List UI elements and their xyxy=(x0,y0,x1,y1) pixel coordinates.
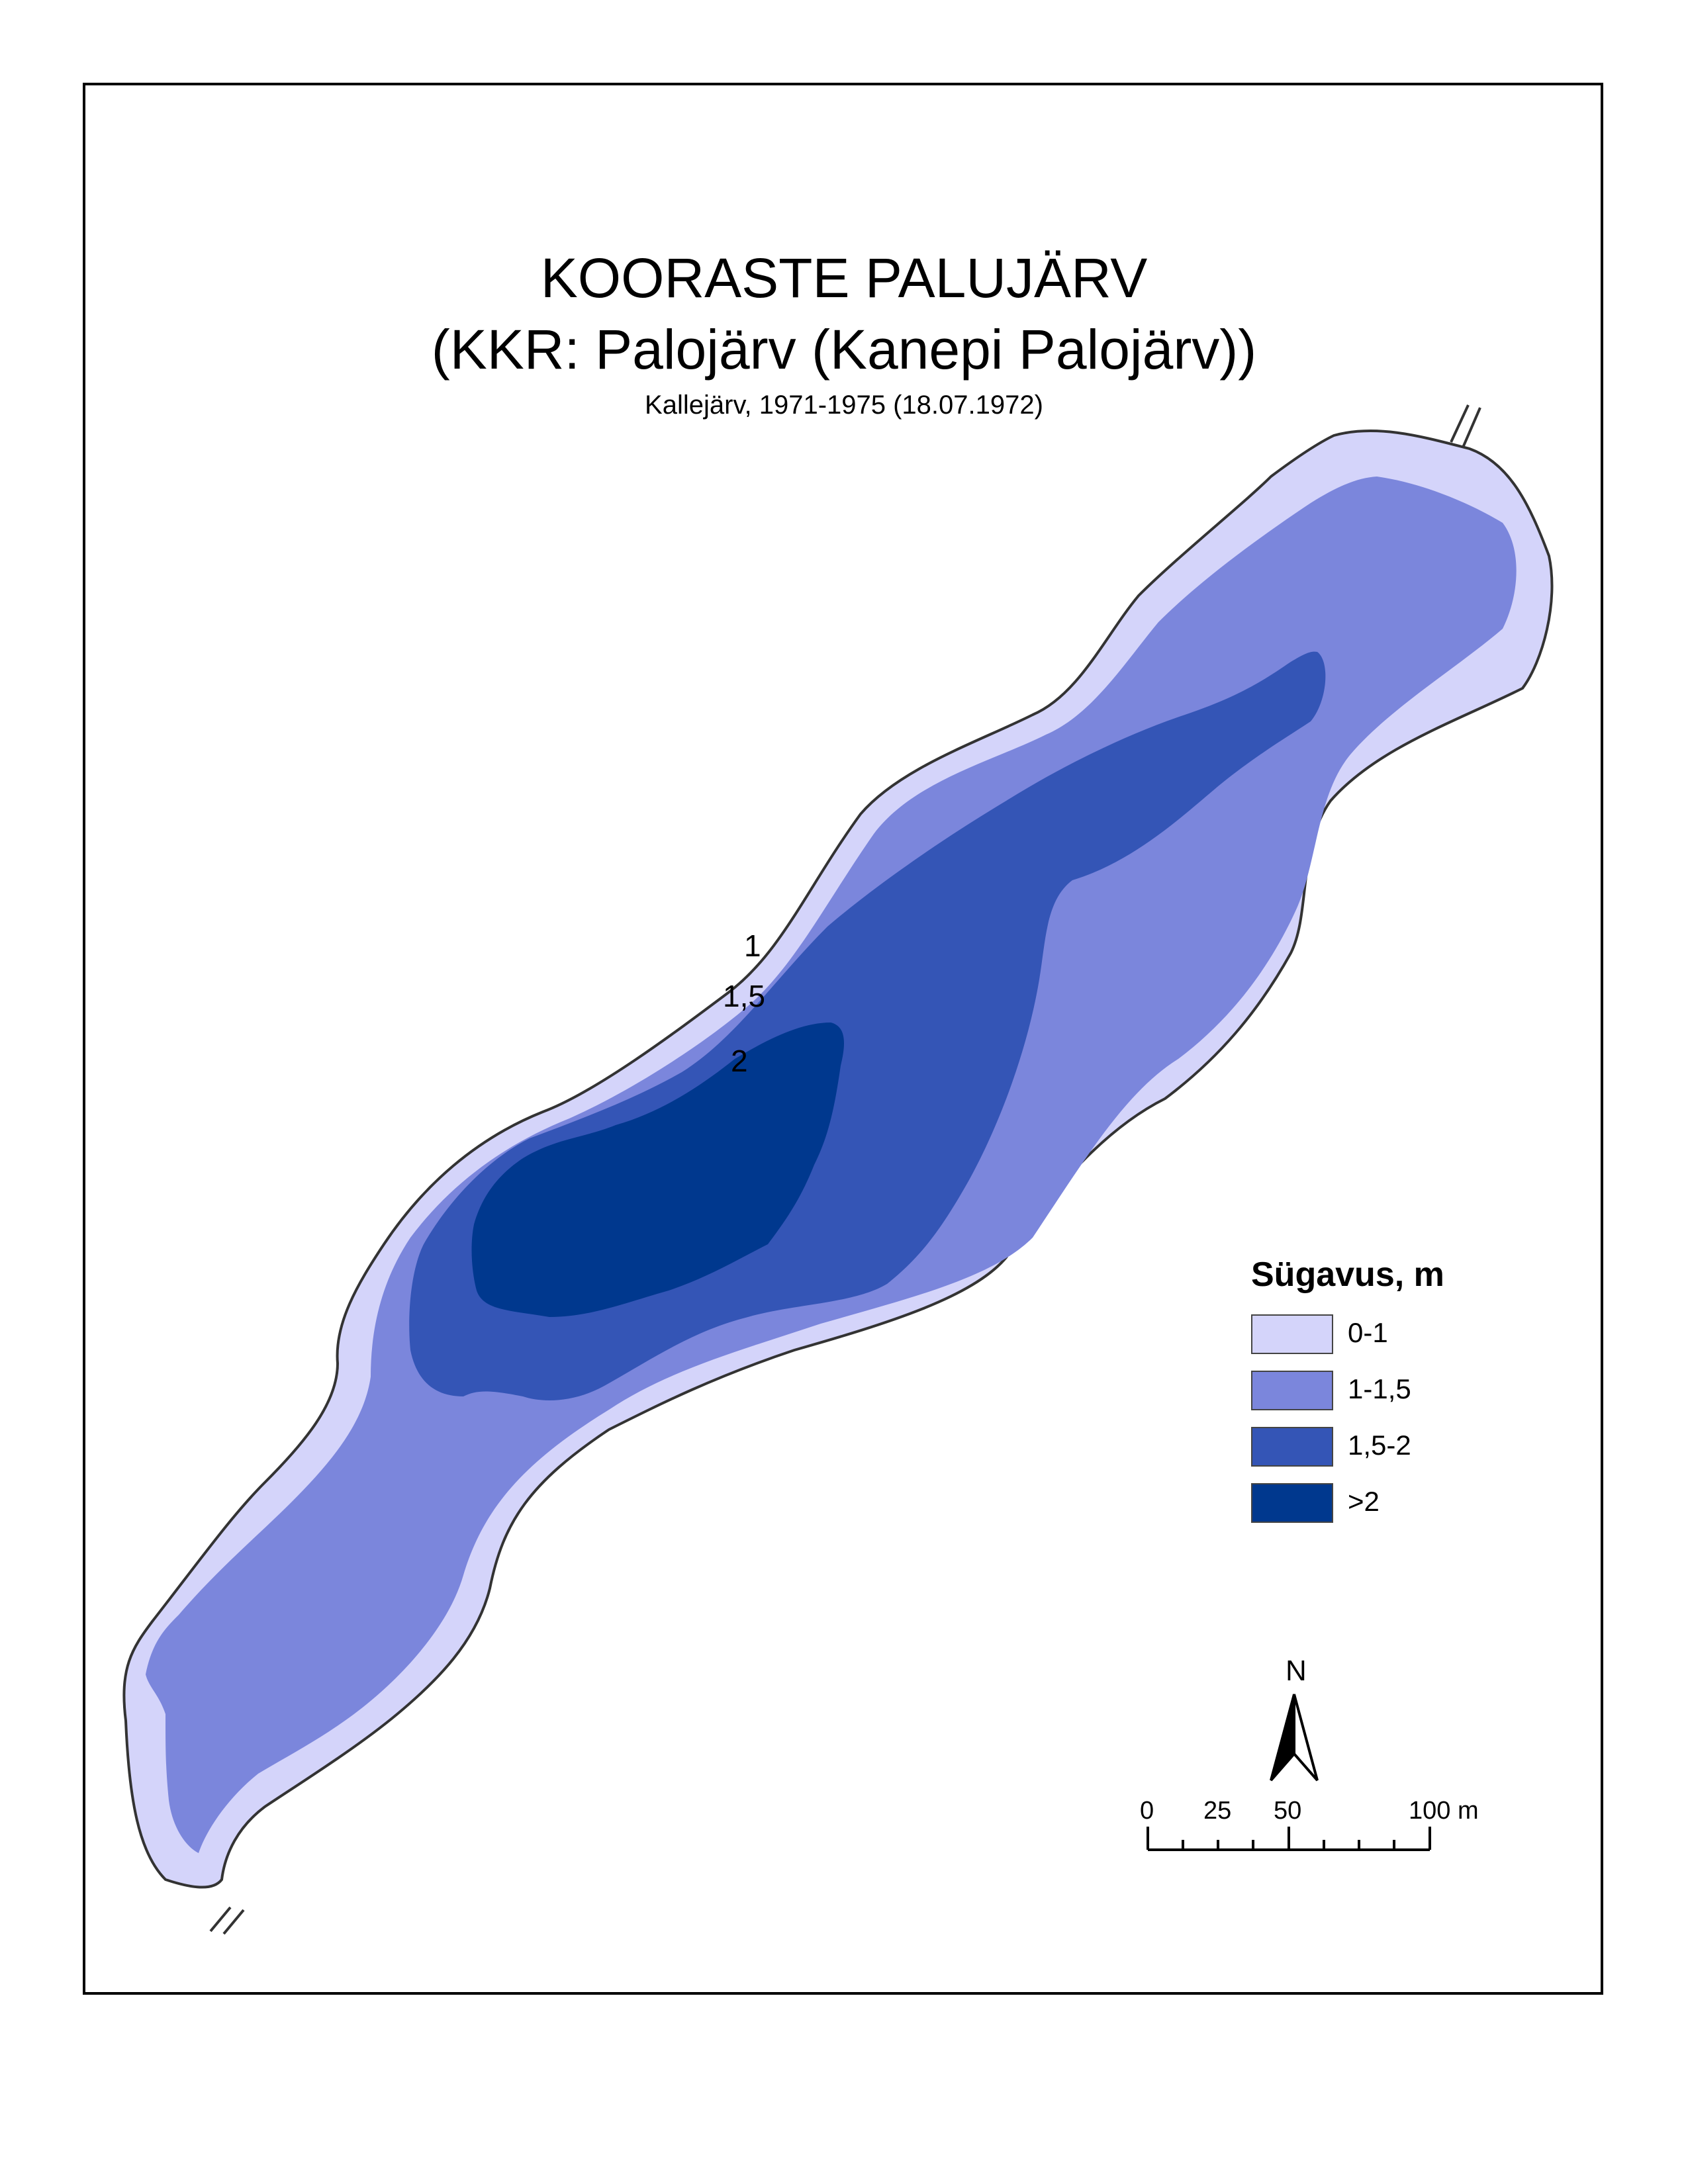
depth-zone-over-2 xyxy=(471,1023,844,1317)
legend-label: >2 xyxy=(1348,1486,1380,1517)
outflow-stream-sw xyxy=(209,1906,245,1935)
legend-swatch xyxy=(1251,1314,1333,1354)
legend-item-over-2: >2 xyxy=(1251,1483,1582,1525)
inflow-stream-ne xyxy=(1450,404,1481,448)
depth-label-1: 1 xyxy=(744,929,761,963)
scale-bar xyxy=(1147,1827,1431,1851)
scale-label-25: 25 xyxy=(1203,1797,1232,1825)
scale-label-50: 50 xyxy=(1274,1797,1302,1825)
map-frame xyxy=(83,83,1603,1995)
legend-item-1-1.5: 1-1,5 xyxy=(1251,1371,1582,1413)
legend-title: Sügavus, m xyxy=(1251,1255,1444,1294)
legend-swatch xyxy=(1251,1483,1333,1523)
map-title-alternate: (KKR: Palojärv (Kanepi Palojärv)) xyxy=(431,318,1257,381)
north-arrow-label: N xyxy=(1286,1655,1307,1687)
map-subtitle: Kallejärv, 1971-1975 (18.07.1972) xyxy=(645,390,1043,420)
legend-label: 1,5-2 xyxy=(1348,1430,1411,1461)
scale-label-100: 100 m xyxy=(1409,1797,1479,1825)
depth-label-2: 2 xyxy=(731,1044,748,1078)
legend-swatch xyxy=(1251,1371,1333,1410)
north-arrow-icon xyxy=(1270,1694,1319,1782)
map-title: KOORASTE PALUJÄRV xyxy=(540,247,1148,309)
depth-label-1.5: 1,5 xyxy=(723,979,765,1013)
legend-label: 1-1,5 xyxy=(1348,1373,1411,1404)
legend-item-1.5-2: 1,5-2 xyxy=(1251,1427,1582,1469)
scale-label-0: 0 xyxy=(1140,1797,1154,1825)
legend-swatch xyxy=(1251,1427,1333,1467)
legend-item-0-1: 0-1 xyxy=(1251,1314,1582,1357)
legend-label: 0-1 xyxy=(1348,1317,1388,1348)
